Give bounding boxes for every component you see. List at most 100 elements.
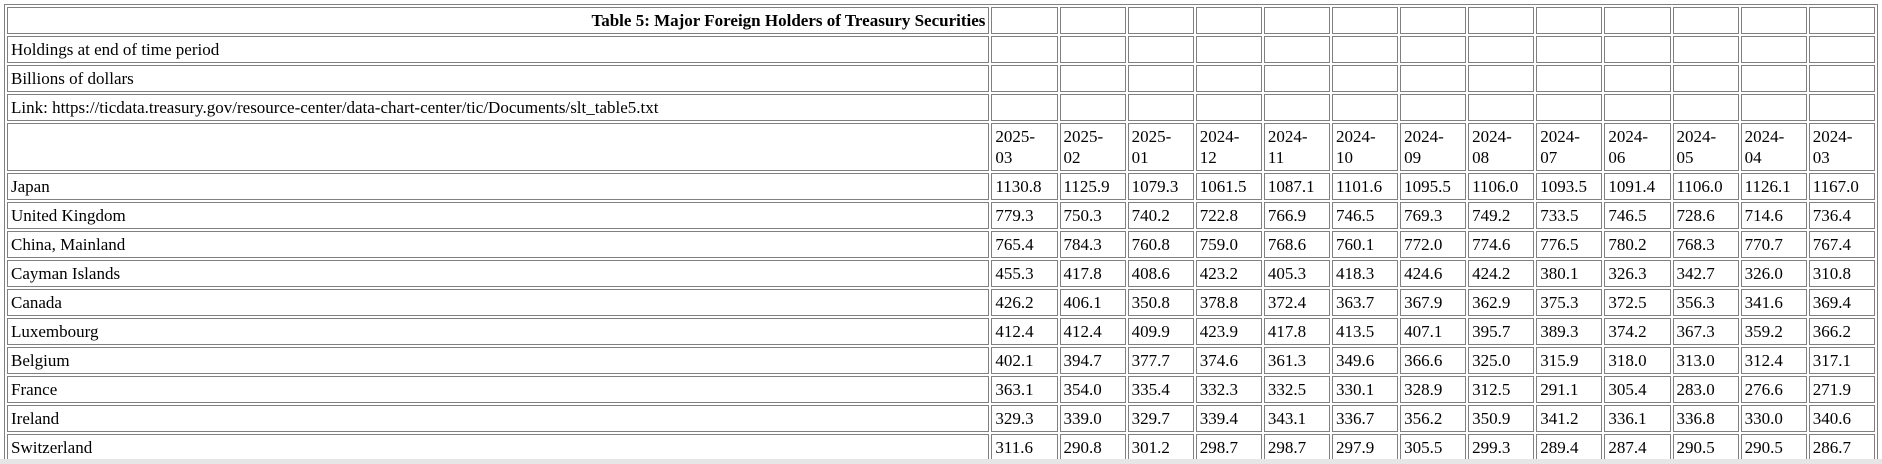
- value-cell: 311.6: [991, 434, 1058, 461]
- value-cell: 746.5: [1604, 202, 1671, 229]
- value-cell: 326.0: [1740, 260, 1807, 287]
- value-cell: 336.1: [1604, 405, 1671, 432]
- value-cell: 395.7: [1468, 318, 1535, 345]
- value-cell: 1091.4: [1604, 173, 1671, 200]
- column-header-2024-10: 2024- 10: [1331, 123, 1399, 171]
- value-cell: 1061.5: [1195, 173, 1262, 200]
- empty-cell: [1400, 65, 1467, 92]
- row-label: Japan: [7, 173, 990, 200]
- value-cell: 361.3: [1263, 347, 1330, 374]
- value-cell: 389.3: [1536, 318, 1603, 345]
- value-cell: 380.1: [1536, 260, 1603, 287]
- value-cell: 299.3: [1468, 434, 1535, 461]
- empty-cell: [1263, 94, 1330, 121]
- value-cell: 330.0: [1740, 405, 1807, 432]
- value-cell: 374.2: [1604, 318, 1671, 345]
- value-cell: 409.9: [1127, 318, 1194, 345]
- value-cell: 766.9: [1263, 202, 1330, 229]
- column-header-2024-07: 2024- 07: [1536, 123, 1603, 171]
- empty-cell: [1195, 36, 1262, 63]
- value-cell: 769.3: [1400, 202, 1467, 229]
- value-cell: 298.7: [1195, 434, 1262, 461]
- value-cell: 363.1: [991, 376, 1058, 403]
- row-label: Switzerland: [7, 434, 990, 461]
- table-row: Canada 426.2 406.1 350.8 378.8 372.4 363.7 367.…: [7, 289, 1875, 316]
- value-cell: 366.6: [1400, 347, 1467, 374]
- empty-cell: [1740, 94, 1807, 121]
- value-cell: 412.4: [991, 318, 1058, 345]
- empty-cell: [1604, 65, 1671, 92]
- value-cell: 342.7: [1672, 260, 1739, 287]
- holdings-note: Holdings at end of time period: [7, 36, 990, 63]
- value-cell: 417.8: [1059, 260, 1126, 287]
- value-cell: 356.2: [1400, 405, 1467, 432]
- value-cell: 287.4: [1604, 434, 1671, 461]
- empty-cell: [1672, 7, 1739, 34]
- empty-cell: [1808, 65, 1875, 92]
- value-cell: 759.0: [1195, 231, 1262, 258]
- value-cell: 317.1: [1808, 347, 1875, 374]
- row-label: Ireland: [7, 405, 990, 432]
- value-cell: 315.9: [1536, 347, 1603, 374]
- value-cell: 412.4: [1059, 318, 1126, 345]
- table-row: China, Mainland 765.4 784.3 760.8 759.0 768.6…: [7, 231, 1875, 258]
- value-cell: 336.7: [1331, 405, 1399, 432]
- empty-cell: [991, 36, 1058, 63]
- units-note: Billions of dollars: [7, 65, 990, 92]
- empty-cell: [1740, 7, 1807, 34]
- table-row: France 363.1 354.0 335.4 332.3 332.5 330.1 328.…: [7, 376, 1875, 403]
- column-header-2024-06: 2024- 06: [1604, 123, 1671, 171]
- empty-cell: [1672, 94, 1739, 121]
- value-cell: 768.6: [1263, 231, 1330, 258]
- empty-cell: [991, 94, 1058, 121]
- value-cell: 329.3: [991, 405, 1058, 432]
- value-cell: 1167.0: [1808, 173, 1875, 200]
- column-header-2025-02: 2025- 02: [1059, 123, 1126, 171]
- empty-cell: [1263, 36, 1330, 63]
- value-cell: 780.2: [1604, 231, 1671, 258]
- value-cell: 301.2: [1127, 434, 1194, 461]
- column-header-2024-08: 2024- 08: [1468, 123, 1535, 171]
- empty-cell: [1468, 94, 1535, 121]
- empty-cell: [1740, 65, 1807, 92]
- value-cell: 772.0: [1400, 231, 1467, 258]
- value-cell: 776.5: [1536, 231, 1603, 258]
- empty-cell: [1468, 65, 1535, 92]
- value-cell: 423.9: [1195, 318, 1262, 345]
- value-cell: 350.9: [1468, 405, 1535, 432]
- empty-cell: [1740, 36, 1807, 63]
- date-header-spacer: [7, 123, 990, 171]
- value-cell: 1106.0: [1468, 173, 1535, 200]
- value-cell: 312.4: [1740, 347, 1807, 374]
- value-cell: 1087.1: [1263, 173, 1330, 200]
- value-cell: 336.8: [1672, 405, 1739, 432]
- table-row: United Kingdom 779.3 750.3 740.2 722.8 766.9 7…: [7, 202, 1875, 229]
- table-row: Luxembourg 412.4 412.4 409.9 423.9 417.8 413.5…: [7, 318, 1875, 345]
- value-cell: 768.3: [1672, 231, 1739, 258]
- value-cell: 424.2: [1468, 260, 1535, 287]
- empty-cell: [1331, 7, 1399, 34]
- value-cell: 343.1: [1263, 405, 1330, 432]
- value-cell: 312.5: [1468, 376, 1535, 403]
- value-cell: 326.3: [1604, 260, 1671, 287]
- title-row: Table 5: Major Foreign Holders of Treasu…: [7, 7, 1875, 34]
- column-header-2024-12: 2024- 12: [1195, 123, 1262, 171]
- column-header-2024-11: 2024- 11: [1263, 123, 1330, 171]
- value-cell: 290.8: [1059, 434, 1126, 461]
- row-label: China, Mainland: [7, 231, 990, 258]
- value-cell: 318.0: [1604, 347, 1671, 374]
- empty-cell: [1536, 7, 1603, 34]
- value-cell: 363.7: [1331, 289, 1399, 316]
- value-cell: 330.1: [1331, 376, 1399, 403]
- value-cell: 426.2: [991, 289, 1058, 316]
- value-cell: 374.6: [1195, 347, 1262, 374]
- empty-cell: [1127, 7, 1194, 34]
- value-cell: 291.1: [1536, 376, 1603, 403]
- value-cell: 722.8: [1195, 202, 1262, 229]
- date-header-row: 2025- 03 2025- 02 2025- 01 2024- 12 2024- 11 2024-…: [7, 123, 1875, 171]
- empty-cell: [1808, 7, 1875, 34]
- horizontal-scrollbar-track[interactable]: [0, 459, 1882, 464]
- value-cell: 750.3: [1059, 202, 1126, 229]
- value-cell: 406.1: [1059, 289, 1126, 316]
- value-cell: 423.2: [1195, 260, 1262, 287]
